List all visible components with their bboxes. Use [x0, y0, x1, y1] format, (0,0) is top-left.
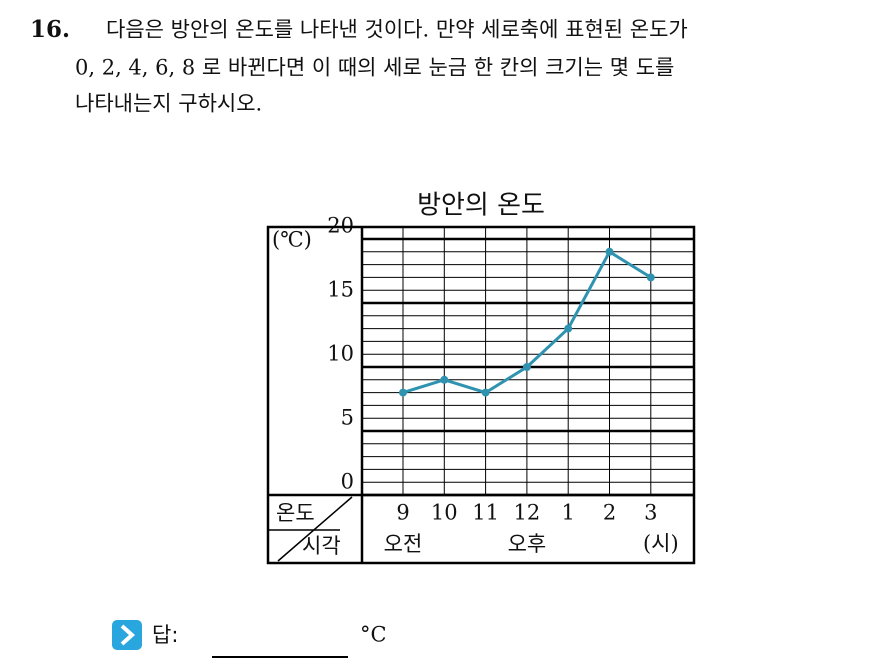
period-label: 오전	[384, 532, 423, 556]
question-number: 16.	[30, 16, 70, 43]
point	[646, 273, 655, 282]
x-tick-label: 12	[514, 501, 541, 525]
x-tick-label: 11	[472, 501, 499, 525]
x-tick-label: 9	[396, 501, 409, 525]
question-line: 나타내는지 구하시오.	[75, 92, 262, 116]
point	[564, 324, 573, 333]
x-tick-label: 2	[603, 501, 616, 525]
frame	[266, 225, 696, 565]
point	[522, 363, 531, 371]
corner-bottom: 시각	[302, 534, 341, 558]
point	[399, 388, 407, 397]
x-tick-label: 10	[431, 501, 458, 525]
x-tick-label: 3	[644, 501, 657, 525]
answer-icon-arrow	[120, 624, 135, 646]
point	[481, 388, 490, 397]
y-tick-label: 0	[341, 470, 354, 494]
corner-top: 온도	[276, 501, 315, 525]
x-tick-label: 1	[562, 501, 575, 525]
question-line: 다음은 방안의 온도를 나타낸 것이다. 만약 세로축에 표현된 온도가	[106, 18, 688, 42]
y-unit: (℃)	[272, 228, 312, 252]
chart-title: 방안의 온도	[417, 191, 545, 221]
y-tick-label: 5	[341, 406, 354, 430]
point	[440, 375, 449, 384]
y-tick-label: 15	[327, 278, 354, 302]
question-line: 0, 2, 4, 6, 8 로 바뀐다면 이 때의 세로 눈금 한 칸의 크기는…	[75, 56, 674, 80]
point	[605, 247, 614, 256]
y-tick-label: 20	[327, 214, 354, 238]
answer-unit: °C	[360, 623, 387, 647]
period-label: (시)	[643, 532, 679, 556]
answer-label: 답:	[152, 623, 178, 647]
corner-diagonal	[277, 496, 353, 562]
period-label: 오후	[508, 532, 547, 556]
answer-icon	[112, 620, 142, 650]
y-tick-label: 10	[327, 342, 354, 366]
